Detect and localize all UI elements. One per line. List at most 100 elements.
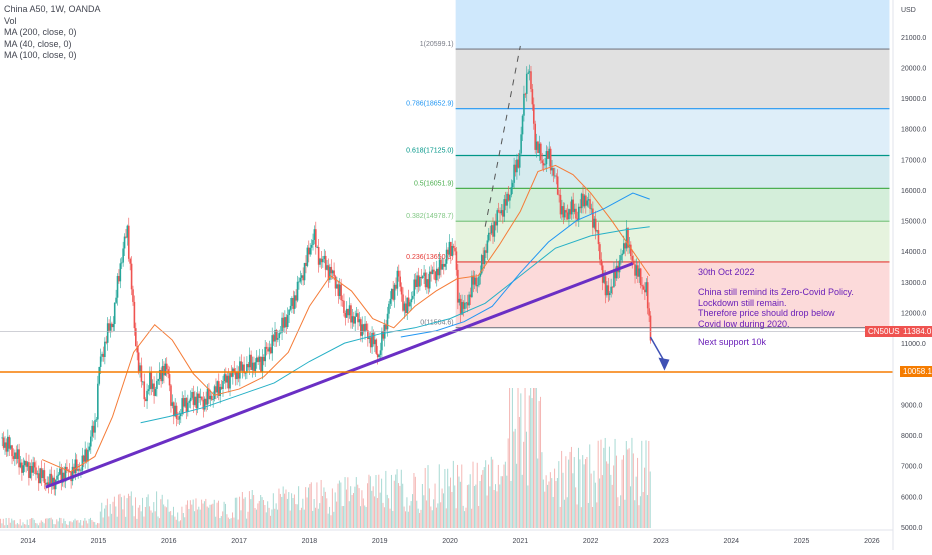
legend-symbol[interactable]: China A50, 1W, OANDA [4, 4, 101, 14]
candle-body [438, 259, 441, 276]
candle-body [513, 164, 515, 183]
candle-body [580, 193, 583, 209]
candle-body [237, 371, 240, 379]
chart-legend: China A50, 1W, OANDA Vol MA (200, close,… [4, 4, 101, 62]
volume-bar [198, 506, 200, 528]
candle-body [119, 263, 122, 282]
volume-bar [278, 488, 280, 528]
volume-bar [236, 497, 238, 528]
volume-bar [180, 520, 182, 528]
volume-bar [455, 508, 457, 528]
y-tick-label: 18000.0 [901, 127, 926, 134]
candle-body [590, 208, 593, 210]
volume-bar [286, 498, 288, 528]
candle-body [254, 362, 257, 371]
fib-label-0.5: 0.5(16051.9) [414, 180, 454, 187]
candle-body [362, 324, 365, 332]
volume-bar [367, 483, 369, 528]
ascending-trendline[interactable] [45, 262, 634, 489]
volume-bar [341, 506, 343, 528]
volume-bar [618, 506, 620, 528]
volume-bar [156, 491, 158, 528]
candle-body [361, 324, 364, 336]
candle-body [220, 386, 223, 390]
volume-bar [541, 452, 543, 528]
candle-body [431, 269, 434, 274]
fib-zone-1 [455, 49, 890, 109]
volume-bar [547, 484, 549, 528]
volume-bar [544, 491, 546, 528]
candle-body [575, 208, 577, 219]
volume-bar [113, 496, 115, 528]
candle-body [327, 265, 330, 280]
volume-bar [545, 475, 547, 528]
volume-bar [78, 522, 80, 528]
candle-body [451, 245, 454, 256]
volume-bar [57, 521, 59, 528]
candle-body [123, 236, 126, 249]
candle-body [530, 71, 532, 90]
volume-bar [306, 497, 308, 528]
volume-bar [133, 516, 135, 528]
candle-body [33, 462, 36, 468]
candle-body [405, 303, 407, 314]
y-tick-label: 17000.0 [901, 157, 926, 164]
legend-ma200[interactable]: MA (200, close, 0) [4, 27, 77, 37]
volume-bar [130, 491, 132, 528]
candle-body [151, 383, 154, 389]
candle-body [212, 398, 214, 400]
volume-bar [223, 501, 225, 528]
volume-bar [583, 464, 585, 528]
x-tick-label: 2026 [864, 538, 880, 545]
candle-body [372, 332, 375, 345]
volume-bar [462, 505, 464, 528]
moving-average-line [41, 164, 651, 473]
volume-bar [291, 493, 293, 528]
candle-body [71, 466, 74, 482]
candle-body [345, 308, 348, 318]
volume-bar [399, 485, 401, 528]
volume-bar [457, 464, 459, 528]
legend-vol[interactable]: Vol [4, 15, 17, 26]
candle-body [542, 163, 545, 166]
legend-ma100[interactable]: MA (100, close, 0) [4, 50, 77, 60]
candle-body [421, 276, 424, 279]
candle-body [419, 276, 421, 287]
volume-bar [95, 524, 97, 528]
candle-body [201, 396, 203, 400]
candle-body [16, 449, 19, 459]
volume-bar [194, 511, 196, 528]
candle-body [424, 272, 427, 288]
volume-bar [608, 446, 610, 528]
volume-bar [421, 484, 423, 528]
volume-bar [400, 469, 402, 528]
volume-bar [617, 497, 619, 528]
volume-bar [360, 506, 362, 528]
candle-body [378, 354, 380, 358]
volume-bar [468, 484, 470, 528]
candle-body [229, 373, 231, 389]
volume-bar [324, 491, 326, 528]
volume-bar [91, 520, 93, 528]
volume-bar [601, 475, 603, 528]
volume-bar [504, 461, 506, 528]
volume-bar [281, 496, 283, 528]
candle-body [19, 462, 22, 468]
candle-body [170, 385, 172, 406]
candle-body [348, 305, 351, 316]
candle-body [397, 270, 400, 277]
volume-bar [435, 507, 437, 528]
volume-bar [637, 457, 639, 528]
volume-bar [397, 483, 399, 528]
candle-body [115, 297, 117, 303]
volume-bar [108, 516, 110, 528]
candle-body [243, 364, 245, 374]
candle-body [354, 316, 356, 324]
candle-body [241, 364, 244, 371]
x-tick-label: 2015 [91, 538, 107, 545]
legend-ma40[interactable]: MA (40, close, 0) [4, 38, 72, 49]
volume-bar [45, 518, 47, 528]
volume-bar [490, 456, 492, 528]
